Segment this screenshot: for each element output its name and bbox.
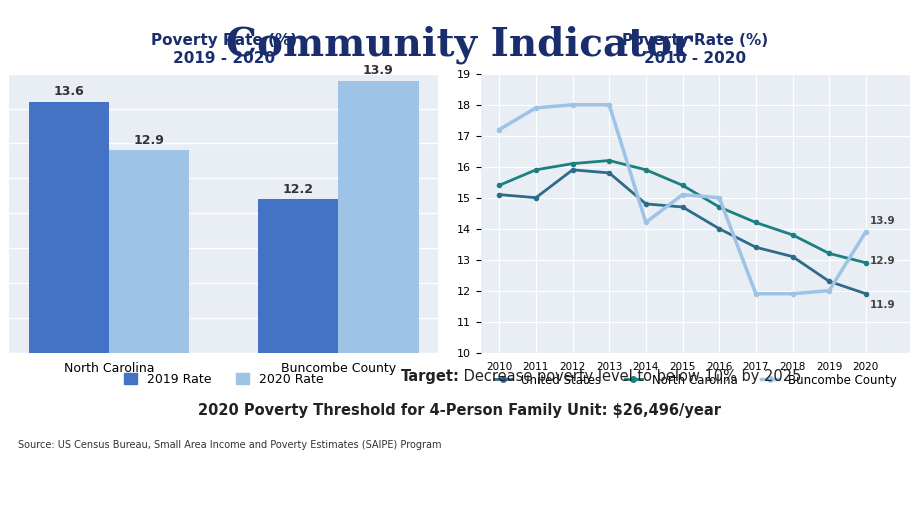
Text: 13.9: 13.9	[363, 64, 394, 77]
Text: Source: US Census Bureau, Small Area Income and Poverty Estimates (SAIPE) Progra: Source: US Census Bureau, Small Area Inc…	[18, 440, 442, 450]
Text: 12.2: 12.2	[283, 183, 313, 196]
Title: Poverty Rate (%)
2019 - 2020: Poverty Rate (%) 2019 - 2020	[151, 33, 297, 66]
Text: 13.9: 13.9	[870, 216, 896, 226]
Bar	[109, 150, 189, 511]
Bar	[258, 199, 338, 511]
Text: Community Indicator: Community Indicator	[226, 26, 693, 64]
Text: BUNCOMBE COUNTY: BUNCOMBE COUNTY	[60, 480, 233, 495]
Text: 11.9: 11.9	[870, 299, 896, 310]
Text: 12.9: 12.9	[870, 257, 896, 266]
Text: 12.9: 12.9	[133, 134, 165, 147]
Text: 2020 Poverty Threshold for 4-Person Family Unit: $26,496/year: 2020 Poverty Threshold for 4-Person Fami…	[198, 403, 721, 418]
Text: 13.6: 13.6	[53, 85, 85, 98]
Legend: United States, North Carolina, Buncombe County: United States, North Carolina, Buncombe …	[489, 369, 902, 391]
Title: Poverty Rate (%)
2010 - 2020: Poverty Rate (%) 2010 - 2020	[622, 33, 768, 66]
Legend: 2019 Rate, 2020 Rate: 2019 Rate, 2020 Rate	[119, 368, 328, 391]
Bar	[28, 102, 109, 511]
Bar	[338, 81, 418, 511]
Text: Decrease poverty level to below 10% by 2025: Decrease poverty level to below 10% by 2…	[460, 369, 802, 384]
Text: 8/1/2022: 8/1/2022	[836, 480, 889, 494]
Text: Target:: Target:	[401, 369, 460, 384]
